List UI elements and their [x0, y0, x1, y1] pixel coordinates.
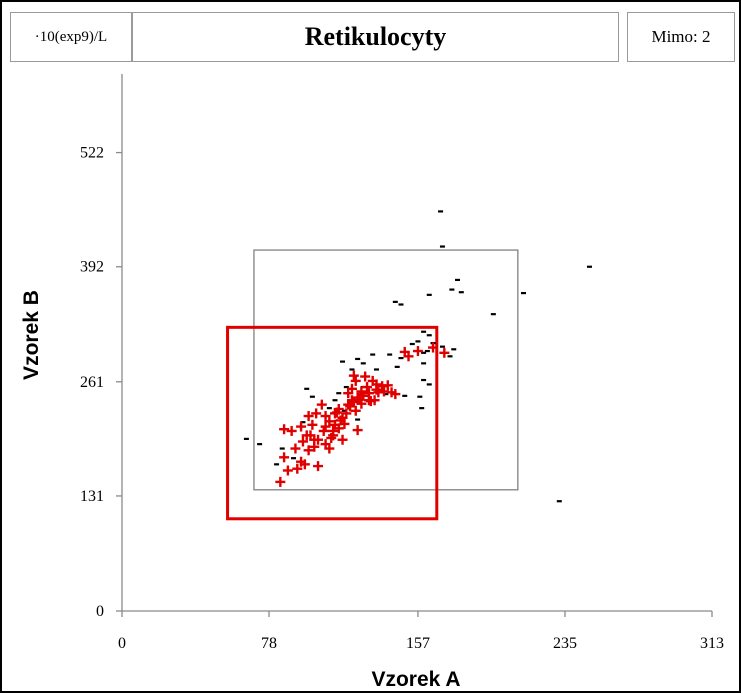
- red-point: [346, 395, 357, 406]
- red-point: [362, 382, 373, 393]
- chart-title: Retikulocyty: [304, 22, 447, 51]
- red-point: [330, 419, 341, 430]
- x-axis-label: Vzorek A: [371, 668, 460, 691]
- red-point: [439, 347, 450, 358]
- red-point: [350, 375, 361, 386]
- red-point: [403, 351, 414, 362]
- unit-label: ·10(exp9)/L: [10, 12, 132, 62]
- red-point: [337, 434, 348, 445]
- red-point: [371, 384, 382, 395]
- mimo-text: Mimo: 2: [651, 27, 711, 46]
- red-point: [363, 388, 374, 399]
- x-tick-label: 157: [406, 635, 430, 652]
- red-point: [324, 416, 335, 427]
- red-point: [292, 463, 303, 474]
- red-point: [297, 436, 308, 447]
- y-tick-label: 261: [80, 374, 104, 391]
- red-point: [328, 425, 339, 436]
- red-point: [299, 459, 310, 470]
- red-point: [279, 424, 290, 435]
- red-point: [390, 389, 401, 400]
- red-point: [356, 398, 367, 409]
- red-point: [286, 425, 297, 436]
- red-point: [275, 476, 286, 487]
- limit-rectangles: [226, 249, 519, 521]
- red-point: [350, 405, 361, 416]
- red-point: [354, 392, 365, 403]
- red-point: [316, 399, 327, 410]
- y-tick-label: 0: [96, 603, 104, 620]
- red-point: [320, 421, 331, 432]
- red-point: [331, 407, 342, 418]
- red-point: [352, 425, 363, 436]
- red-point: [382, 380, 393, 391]
- unit-text: ·10(exp9)/L: [34, 28, 108, 45]
- red-point: [305, 430, 316, 441]
- y-axis-label: Vzorek B: [20, 290, 43, 380]
- red-point: [369, 395, 380, 406]
- axes: 0 131 261 392 522 0 78 157 235 313: [80, 74, 724, 652]
- out-of-range-count: Mimo: 2: [627, 12, 735, 62]
- red-point: [290, 443, 301, 454]
- red-point: [313, 461, 324, 472]
- red-point: [428, 342, 439, 353]
- red-point: [320, 411, 331, 422]
- red-point: [324, 443, 335, 454]
- y-tick-label: 392: [80, 259, 104, 276]
- red-point: [360, 371, 371, 382]
- x-tick-label: 313: [700, 635, 724, 652]
- red-point: [379, 386, 390, 397]
- chart-title-box: Retikulocyty: [132, 12, 619, 62]
- x-tick-label: 235: [553, 635, 577, 652]
- red-point: [307, 419, 318, 430]
- outer-limit-box: [253, 249, 519, 491]
- red-point: [341, 408, 352, 419]
- y-tick-label: 131: [80, 488, 104, 505]
- red-point: [296, 421, 307, 432]
- x-tick-label: 0: [118, 635, 126, 652]
- red-point: [303, 411, 314, 422]
- red-point: [335, 415, 346, 426]
- red-point: [412, 346, 423, 357]
- axis-labels: Vzorek A Vzorek B: [20, 290, 461, 691]
- red-point: [311, 408, 322, 419]
- red-point: [346, 383, 357, 394]
- red-point: [326, 432, 337, 443]
- x-tick-label: 78: [261, 635, 277, 652]
- red-point: [303, 445, 314, 456]
- red-point: [282, 465, 293, 476]
- red-point: [348, 370, 359, 381]
- data-points: [243, 210, 592, 503]
- inner-limit-box: [226, 325, 439, 521]
- red-point: [279, 452, 290, 463]
- y-tick-label: 522: [80, 145, 104, 162]
